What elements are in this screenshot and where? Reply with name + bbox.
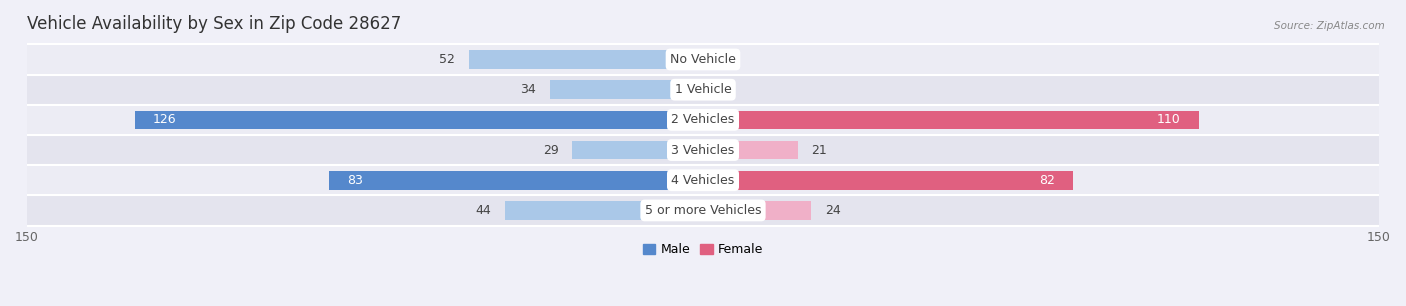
Bar: [329, 171, 703, 190]
Text: 126: 126: [153, 114, 177, 126]
Bar: [27, 44, 1379, 75]
Text: 110: 110: [1157, 114, 1181, 126]
Bar: [27, 105, 1379, 135]
Text: 83: 83: [347, 174, 363, 187]
Text: 34: 34: [520, 83, 536, 96]
Text: 52: 52: [439, 53, 456, 66]
Text: 24: 24: [825, 204, 841, 217]
Text: Source: ZipAtlas.com: Source: ZipAtlas.com: [1274, 21, 1385, 32]
Text: 2 Vehicles: 2 Vehicles: [672, 114, 734, 126]
Text: 29: 29: [543, 144, 558, 157]
Text: 82: 82: [1039, 174, 1054, 187]
Bar: [703, 171, 1073, 190]
Text: 5 or more Vehicles: 5 or more Vehicles: [645, 204, 761, 217]
Text: 1 Vehicle: 1 Vehicle: [675, 83, 731, 96]
Bar: [27, 75, 1379, 105]
Bar: [505, 201, 703, 220]
Bar: [572, 141, 703, 159]
Bar: [27, 165, 1379, 195]
Bar: [27, 135, 1379, 165]
Text: 3 Vehicles: 3 Vehicles: [672, 144, 734, 157]
Bar: [703, 141, 797, 159]
Bar: [468, 50, 703, 69]
Text: 44: 44: [475, 204, 491, 217]
Bar: [135, 110, 703, 129]
Bar: [27, 195, 1379, 226]
Legend: Male, Female: Male, Female: [638, 238, 768, 261]
Text: 4 Vehicles: 4 Vehicles: [672, 174, 734, 187]
Bar: [703, 201, 811, 220]
Text: No Vehicle: No Vehicle: [671, 53, 735, 66]
Text: Vehicle Availability by Sex in Zip Code 28627: Vehicle Availability by Sex in Zip Code …: [27, 15, 401, 33]
Bar: [703, 110, 1199, 129]
Bar: [550, 80, 703, 99]
Text: 21: 21: [811, 144, 827, 157]
